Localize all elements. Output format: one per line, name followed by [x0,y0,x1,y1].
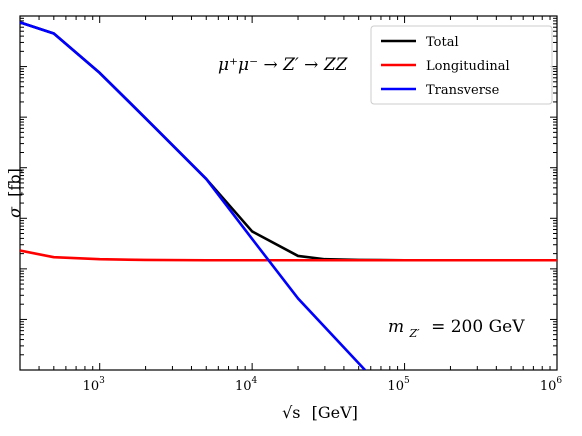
x-axis-label: √s [GeV] [282,403,358,422]
axes-frame [19,15,558,371]
series-line-transverse [20,21,366,370]
legend-label-total: Total [426,35,459,50]
legend-box [370,25,553,105]
x-tick-label: 103 [83,376,106,394]
legend-label-transverse: Transverse [426,83,500,98]
tick-labels: 10310410510610−910−810−710−610−510−410−3… [83,376,563,394]
series-line-longitudinal [20,249,557,262]
series-group [20,21,557,370]
x-tick-label: 104 [235,376,258,394]
legend: Total Longitudinal Transverse [370,25,553,105]
x-tick-label: 105 [387,376,410,394]
x-tick-label: 106 [540,376,563,394]
process-annotation: μ⁺μ⁻ → Z′ → ZZ [218,55,349,75]
y-axis-label: σ [fb] [5,168,24,218]
mass-annotation: m Z′ = 200 GeV [388,317,525,342]
ticks [19,15,558,371]
legend-label-longitudinal: Longitudinal [426,59,510,74]
